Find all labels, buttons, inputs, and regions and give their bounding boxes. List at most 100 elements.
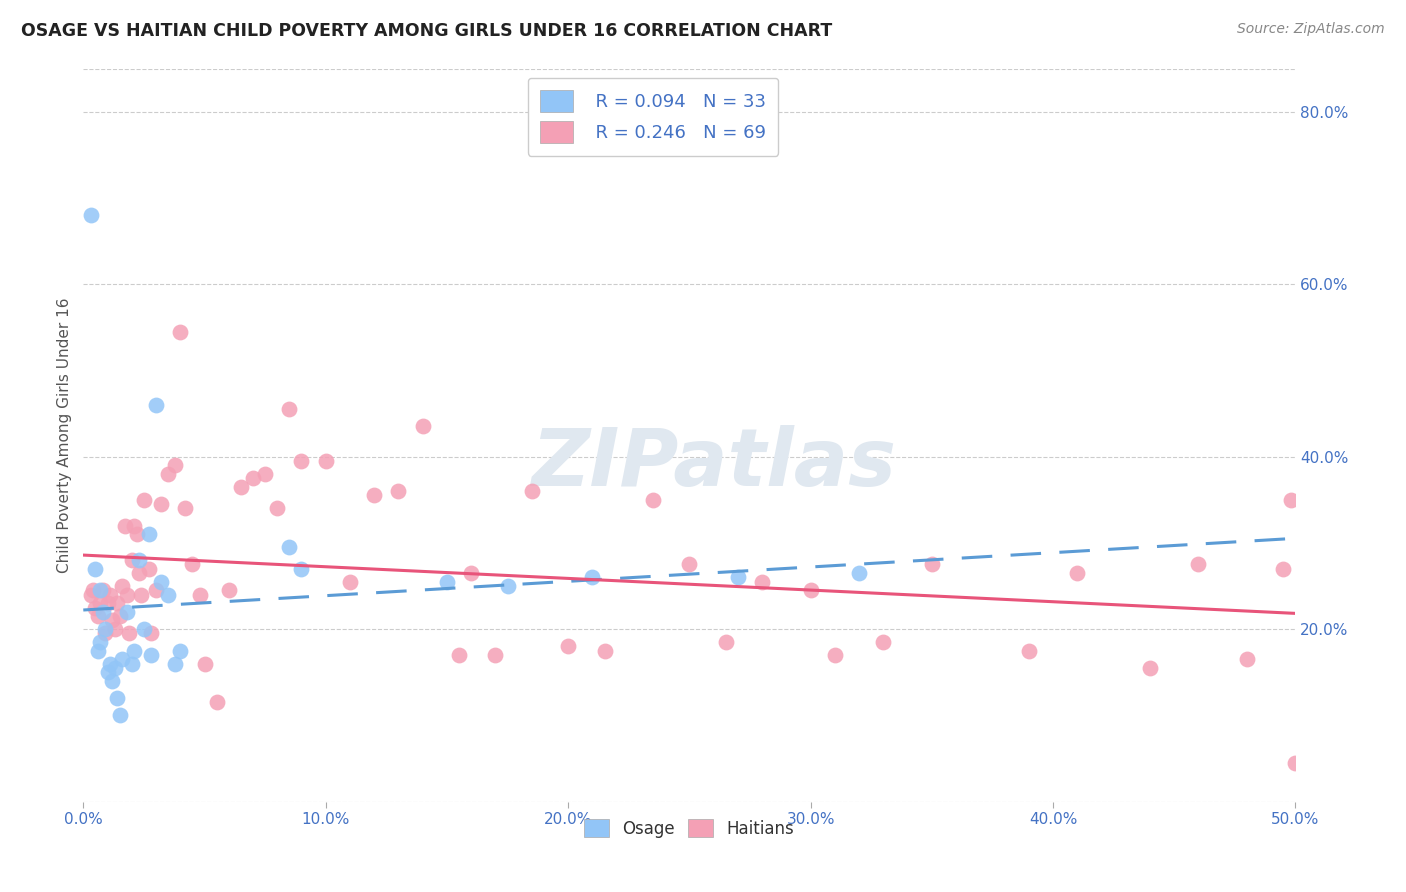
Point: [1272, 562, 1295, 576]
Point: [714, 635, 737, 649]
Point: [229, 480, 252, 494]
Point: [101, 673, 124, 688]
Point: [87, 643, 110, 657]
Point: [145, 398, 167, 412]
Point: [94, 622, 117, 636]
Point: [114, 518, 136, 533]
Point: [96, 596, 118, 610]
Point: [165, 458, 187, 473]
Point: [141, 648, 163, 662]
Point: [128, 566, 150, 580]
Point: [266, 501, 288, 516]
Text: ZIPatlas: ZIPatlas: [531, 425, 896, 503]
Point: [157, 467, 180, 481]
Point: [138, 562, 160, 576]
Point: [254, 467, 277, 481]
Point: [91, 583, 114, 598]
Point: [751, 574, 773, 589]
Point: [848, 566, 870, 580]
Text: OSAGE VS HAITIAN CHILD POVERTY AMONG GIRLS UNDER 16 CORRELATION CHART: OSAGE VS HAITIAN CHILD POVERTY AMONG GIR…: [21, 22, 832, 40]
Point: [593, 643, 616, 657]
Point: [1187, 558, 1209, 572]
Point: [181, 558, 204, 572]
Point: [557, 640, 579, 654]
Point: [157, 588, 180, 602]
Point: [79, 588, 101, 602]
Point: [165, 657, 187, 671]
Point: [108, 708, 131, 723]
Point: [94, 626, 117, 640]
Point: [412, 419, 434, 434]
Y-axis label: Child Poverty Among Girls Under 16: Child Poverty Among Girls Under 16: [58, 297, 72, 573]
Point: [104, 661, 127, 675]
Point: [581, 570, 603, 584]
Point: [218, 583, 240, 598]
Point: [436, 574, 458, 589]
Point: [449, 648, 471, 662]
Point: [132, 492, 155, 507]
Point: [800, 583, 823, 598]
Point: [108, 609, 131, 624]
Point: [82, 583, 104, 598]
Point: [149, 574, 172, 589]
Point: [128, 553, 150, 567]
Point: [132, 622, 155, 636]
Point: [484, 648, 506, 662]
Point: [141, 626, 163, 640]
Point: [278, 402, 301, 417]
Point: [460, 566, 482, 580]
Point: [1139, 661, 1161, 675]
Point: [122, 518, 145, 533]
Point: [1284, 756, 1306, 770]
Point: [188, 588, 211, 602]
Point: [105, 691, 128, 706]
Text: Source: ZipAtlas.com: Source: ZipAtlas.com: [1237, 22, 1385, 37]
Point: [104, 622, 127, 636]
Point: [205, 695, 228, 709]
Point: [89, 596, 111, 610]
Point: [89, 635, 111, 649]
Point: [363, 488, 385, 502]
Point: [1018, 643, 1040, 657]
Point: [678, 558, 700, 572]
Point: [138, 527, 160, 541]
Point: [921, 558, 943, 572]
Point: [824, 648, 846, 662]
Point: [96, 665, 118, 680]
Point: [278, 540, 301, 554]
Point: [193, 657, 215, 671]
Point: [87, 609, 110, 624]
Point: [290, 454, 312, 468]
Legend: Osage, Haitians: Osage, Haitians: [578, 813, 801, 845]
Point: [174, 501, 197, 516]
Point: [98, 657, 121, 671]
Point: [872, 635, 894, 649]
Point: [79, 208, 101, 222]
Point: [84, 600, 107, 615]
Point: [145, 583, 167, 598]
Point: [387, 484, 409, 499]
Point: [496, 579, 519, 593]
Point: [115, 588, 138, 602]
Point: [290, 562, 312, 576]
Point: [242, 471, 264, 485]
Point: [520, 484, 543, 499]
Point: [169, 643, 191, 657]
Point: [111, 652, 134, 666]
Point: [1066, 566, 1088, 580]
Point: [84, 562, 107, 576]
Point: [339, 574, 361, 589]
Point: [727, 570, 749, 584]
Point: [641, 492, 664, 507]
Point: [149, 497, 172, 511]
Point: [1236, 652, 1258, 666]
Point: [131, 588, 153, 602]
Point: [91, 605, 114, 619]
Point: [105, 596, 128, 610]
Point: [125, 527, 148, 541]
Point: [122, 643, 145, 657]
Point: [121, 657, 143, 671]
Point: [101, 614, 124, 628]
Point: [115, 605, 138, 619]
Point: [89, 583, 111, 598]
